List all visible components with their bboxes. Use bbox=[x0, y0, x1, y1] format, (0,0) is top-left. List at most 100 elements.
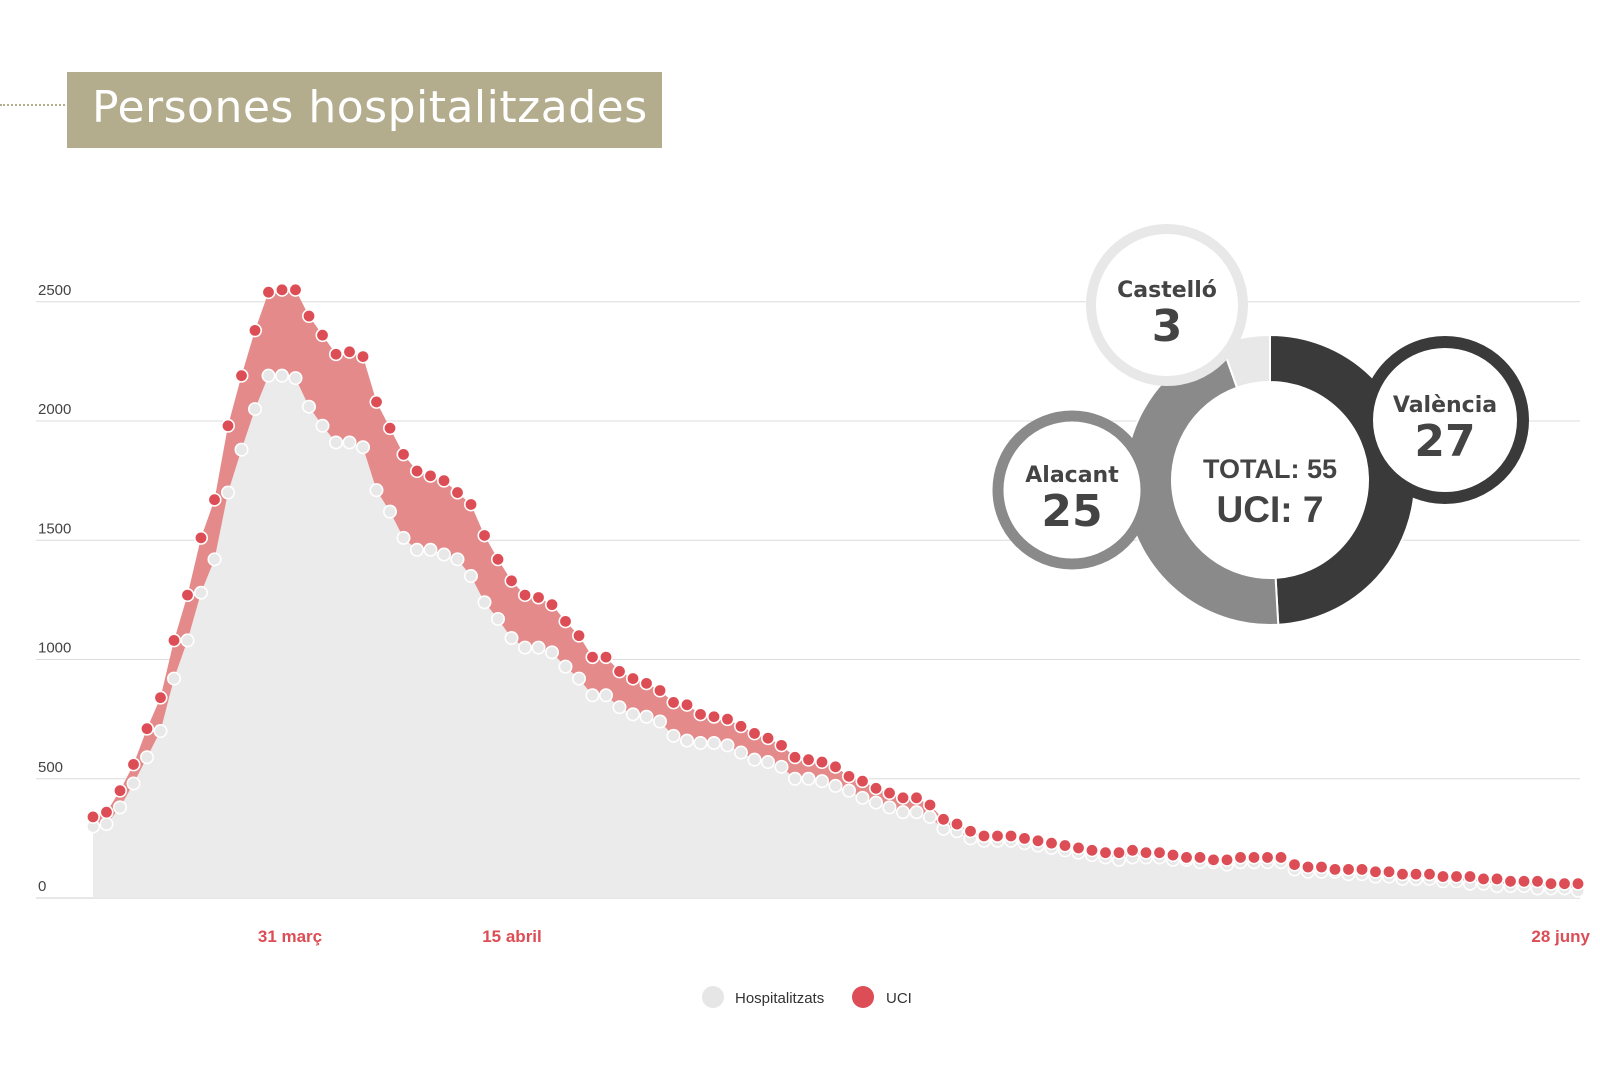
hospitalitzats-point bbox=[153, 724, 168, 739]
uci-point bbox=[1179, 850, 1194, 865]
uci-point bbox=[1085, 843, 1100, 858]
hospitalitzats-point bbox=[679, 733, 694, 748]
uci-point bbox=[1422, 867, 1437, 882]
uci-point bbox=[990, 828, 1005, 843]
uci-point bbox=[976, 828, 991, 843]
region-name: Alacant bbox=[1025, 463, 1119, 488]
uci-point bbox=[936, 812, 951, 827]
uci-point bbox=[1220, 852, 1235, 867]
hospitalitzats-point bbox=[558, 659, 573, 674]
uci-point bbox=[1503, 874, 1518, 889]
uci-point bbox=[1355, 862, 1370, 877]
uci-point bbox=[1125, 843, 1140, 858]
hospitalitzats-point bbox=[639, 709, 654, 724]
hospitalitzats-point bbox=[666, 728, 681, 743]
uci-point bbox=[855, 774, 870, 789]
hospitalitzats-point bbox=[517, 640, 532, 655]
hospitalitzats-point bbox=[504, 631, 519, 646]
uci-point bbox=[1260, 850, 1275, 865]
x-label: 31 març bbox=[258, 927, 322, 946]
hospitalitzats-point bbox=[180, 633, 195, 648]
uci-point bbox=[1382, 864, 1397, 879]
region-value: 3 bbox=[1152, 301, 1183, 352]
hospitalitzats-point bbox=[693, 735, 708, 750]
legend-uci-marker bbox=[852, 986, 874, 1008]
region-bubble bbox=[1086, 224, 1248, 386]
hospitalitzats-point bbox=[531, 640, 546, 655]
uci-point bbox=[1368, 864, 1383, 879]
hospitalitzats-point bbox=[544, 645, 559, 660]
uci-point bbox=[1166, 848, 1181, 863]
hospitalitzats-point bbox=[868, 795, 883, 810]
uci-point bbox=[1274, 850, 1289, 865]
uci-point bbox=[1031, 833, 1046, 848]
hospitalitzats-point bbox=[450, 552, 465, 567]
legend-hospitalitzats-label: Hospitalitzats bbox=[735, 990, 824, 1007]
uci-point bbox=[342, 344, 357, 359]
uci-point bbox=[423, 468, 438, 483]
uci-point bbox=[963, 824, 978, 839]
hospitalitzats-point bbox=[194, 585, 209, 600]
hospitalitzats-point bbox=[113, 800, 128, 815]
hospitalitzats-point bbox=[207, 552, 222, 567]
page-title: Persones hospitalitzades bbox=[92, 82, 648, 133]
uci-point bbox=[409, 464, 424, 479]
hospitalitzats-point bbox=[801, 771, 816, 786]
uci-point bbox=[369, 394, 384, 409]
uci-point bbox=[504, 573, 519, 588]
uci-point bbox=[598, 650, 613, 665]
donut-uci-label: UCI: 7 bbox=[1217, 489, 1324, 530]
title-dotted-line bbox=[0, 104, 65, 106]
uci-point bbox=[1409, 867, 1424, 882]
hospitalitzats-point bbox=[248, 402, 263, 417]
hospitalitzats-point bbox=[585, 688, 600, 703]
hospitalitzats-point bbox=[747, 752, 762, 767]
region-name: Castelló bbox=[1117, 278, 1217, 303]
uci-point bbox=[706, 709, 721, 724]
hospitalitzats-point bbox=[463, 569, 478, 584]
uci-point bbox=[828, 759, 843, 774]
uci-point bbox=[544, 597, 559, 612]
hospitalitzats-point bbox=[140, 750, 155, 765]
uci-point bbox=[787, 750, 802, 765]
uci-point bbox=[288, 282, 303, 297]
hospitalitzats-point bbox=[720, 738, 735, 753]
donut-total-label: TOTAL: 55 bbox=[1203, 454, 1337, 484]
hospitalitzats-point bbox=[477, 595, 492, 610]
uci-point bbox=[1395, 867, 1410, 882]
uci-point bbox=[1314, 859, 1329, 874]
hospitalitzats-point bbox=[382, 504, 397, 519]
uci-point bbox=[1193, 850, 1208, 865]
uci-point bbox=[1206, 852, 1221, 867]
uci-point bbox=[396, 447, 411, 462]
uci-point bbox=[234, 368, 249, 383]
uci-point bbox=[814, 755, 829, 770]
uci-point bbox=[140, 721, 155, 736]
uci-point bbox=[194, 530, 209, 545]
uci-point bbox=[801, 752, 816, 767]
uci-point bbox=[1003, 828, 1018, 843]
uci-point bbox=[774, 738, 789, 753]
hospitalitzats-point bbox=[787, 771, 802, 786]
region-value: 27 bbox=[1414, 416, 1475, 467]
hospitalitzats-point bbox=[612, 700, 627, 715]
hospitalitzats-point bbox=[909, 805, 924, 820]
uci-point bbox=[436, 473, 451, 488]
uci-point bbox=[1098, 845, 1113, 860]
uci-point bbox=[1301, 859, 1316, 874]
hospitalitzats-point bbox=[288, 371, 303, 386]
uci-point bbox=[301, 309, 316, 324]
uci-point bbox=[477, 528, 492, 543]
hospitalitzats-point bbox=[571, 671, 586, 686]
uci-point bbox=[747, 726, 762, 741]
uci-point bbox=[450, 485, 465, 500]
hospitalitzats-point bbox=[882, 800, 897, 815]
uci-point bbox=[1152, 845, 1167, 860]
hospitalitzats-point bbox=[760, 755, 775, 770]
uci-point bbox=[868, 781, 883, 796]
hospitalitzats-point bbox=[625, 707, 640, 722]
uci-point bbox=[585, 650, 600, 665]
hospitalitzats-point bbox=[841, 783, 856, 798]
hospitalitzats-point bbox=[261, 368, 276, 383]
y-tick-label: 0 bbox=[38, 878, 46, 895]
